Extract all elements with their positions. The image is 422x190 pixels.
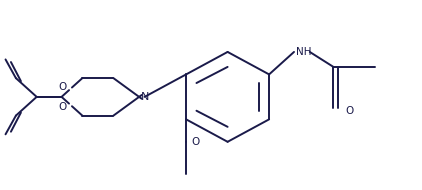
Text: O: O: [59, 82, 67, 92]
Text: N: N: [141, 92, 149, 102]
Text: O: O: [191, 137, 199, 147]
Text: O: O: [345, 106, 353, 116]
Text: NH: NH: [296, 47, 311, 57]
Text: O: O: [59, 102, 67, 112]
